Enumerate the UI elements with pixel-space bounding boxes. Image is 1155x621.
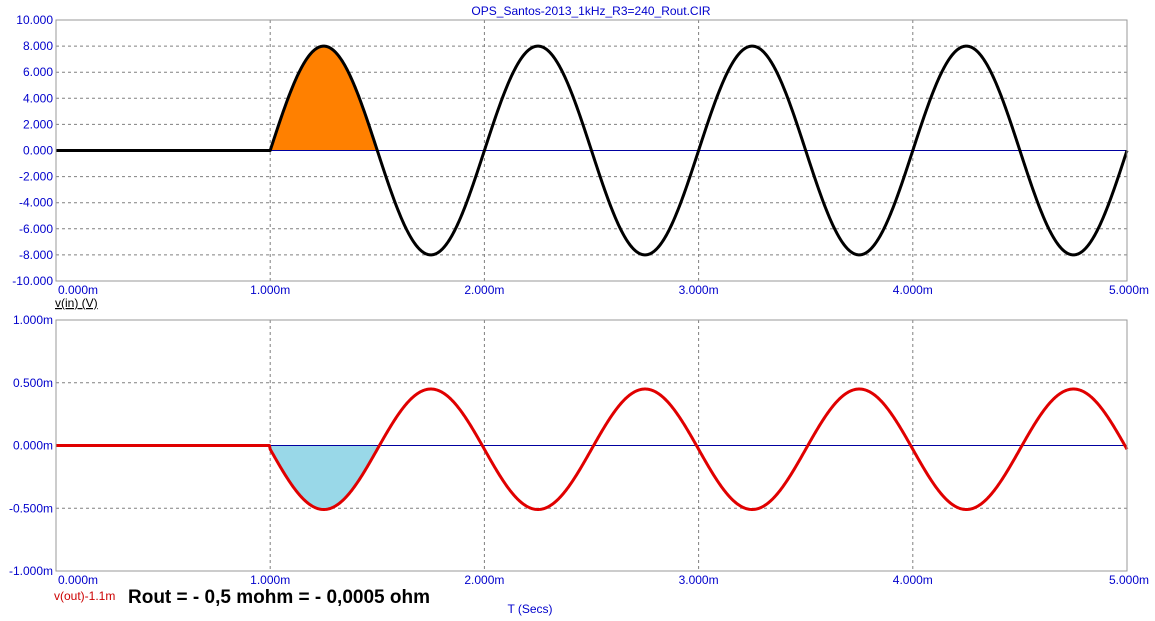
x-tick-label: 0.000m [58, 283, 98, 297]
chart-title: OPS_Santos-2013_1kHz_R3=240_Rout.CIR [471, 4, 710, 18]
y-tick-label: -8.000 [19, 248, 53, 262]
y-tick-label: 0.000 [23, 144, 53, 158]
x-tick-label: 4.000m [893, 283, 933, 297]
y-tick-label: 4.000 [23, 91, 53, 105]
y-tick-label: 1.000m [13, 313, 53, 327]
y-tick-label: 0.500m [13, 376, 53, 390]
x-tick-label: 3.000m [679, 283, 719, 297]
x-tick-label: 3.000m [679, 573, 719, 587]
x-tick-label: 1.000m [250, 573, 290, 587]
vin-chart: OPS_Santos-2013_1kHz_R3=240_Rout.CIR 10.… [12, 4, 1149, 310]
y-tick-label: -1.000m [9, 564, 53, 578]
y-tick-label: 2.000 [23, 117, 53, 131]
vout-trace [56, 389, 1127, 509]
x-axis-label: T (Secs) [507, 602, 552, 616]
vout-x-ticks: 0.000m 1.000m 2.000m 3.000m 4.000m 5.000m [58, 573, 1149, 587]
y-tick-label: 6.000 [23, 65, 53, 79]
y-tick-label: 10.000 [16, 13, 53, 27]
vout-y-ticks: 1.000m 0.500m 0.000m -0.500m -1.000m [9, 313, 53, 578]
y-tick-label: -0.500m [9, 501, 53, 515]
y-tick-label: -6.000 [19, 222, 53, 236]
x-tick-label: 1.000m [250, 283, 290, 297]
x-tick-label: 0.000m [58, 573, 98, 587]
y-tick-label: 8.000 [23, 39, 53, 53]
vin-y-ticks: 10.000 8.000 6.000 4.000 2.000 0.000 -2.000 -4.… [12, 13, 53, 288]
x-tick-label: 5.000m [1109, 573, 1149, 587]
y-tick-label: -10.000 [12, 274, 53, 288]
x-tick-label: 2.000m [464, 573, 504, 587]
y-tick-label: 0.000m [13, 439, 53, 453]
y-tick-label: -2.000 [19, 170, 53, 184]
vin-x-ticks: 0.000m 1.000m 2.000m 3.000m 4.000m 5.000m [58, 283, 1149, 297]
vin-trace-label: v(in) (V) [55, 296, 98, 310]
y-tick-label: -4.000 [19, 196, 53, 210]
x-tick-label: 2.000m [464, 283, 504, 297]
x-tick-label: 4.000m [893, 573, 933, 587]
vout-trace-label: v(out)-1.1m [54, 589, 115, 603]
x-tick-label: 5.000m [1109, 283, 1149, 297]
rout-annotation: Rout = - 0,5 mohm = - 0,0005 ohm [128, 587, 430, 608]
